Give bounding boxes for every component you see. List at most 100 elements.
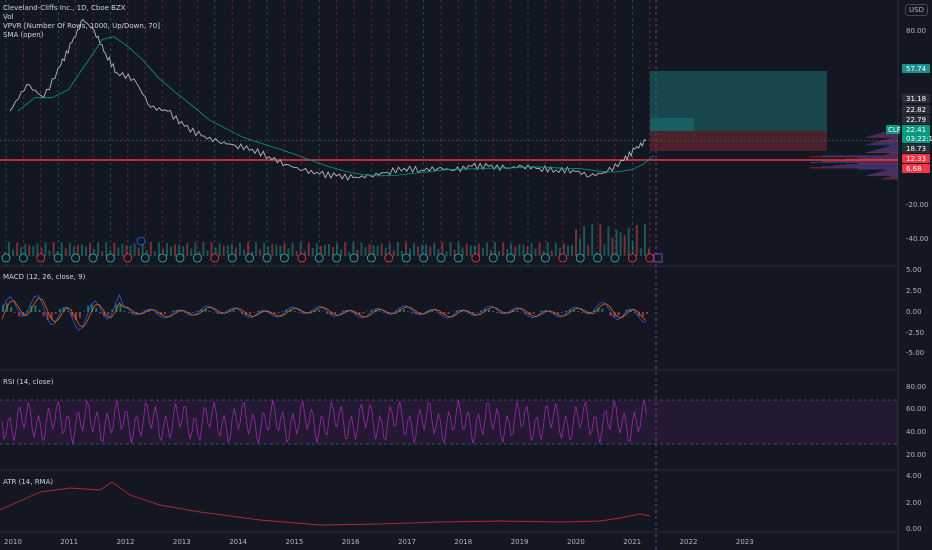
volume-bar (485, 242, 488, 256)
macd-histogram-bar (443, 312, 446, 315)
macd-histogram-bar (249, 312, 252, 315)
indicator-vol[interactable]: Vol (3, 13, 14, 21)
volume-bar (546, 242, 549, 256)
vpvr-bar (822, 166, 898, 168)
macd-histogram-bar (123, 310, 126, 312)
macd-axis-label: 0.00 (906, 308, 922, 316)
vpvr-bar (886, 138, 898, 140)
macd-histogram-bar (103, 312, 106, 317)
macd-histogram-bar (419, 312, 422, 314)
macd-histogram-bar (488, 309, 490, 312)
atr-line (0, 481, 651, 526)
rsi-axis-label: 80.00 (906, 383, 926, 391)
earnings-marker (71, 253, 80, 263)
macd-histogram-bar (147, 310, 150, 312)
earnings-marker (349, 253, 359, 263)
macd-histogram-bar (601, 308, 604, 312)
volume-bar (271, 244, 274, 256)
volume-bar (404, 242, 407, 256)
volume-bar (599, 224, 602, 256)
earnings-marker (140, 253, 150, 263)
vpvr-bar (882, 178, 898, 180)
earnings-marker (610, 253, 620, 263)
atr-title[interactable]: ATR (14, RMA) (3, 478, 54, 486)
macd-histogram-bar (362, 312, 365, 314)
macd-histogram-bar (459, 310, 462, 312)
price-tag-bg (902, 125, 930, 134)
macd-histogram-bar (212, 312, 215, 313)
volume-bar (36, 243, 39, 256)
volume-bar (461, 247, 464, 256)
volume-bar (129, 245, 132, 256)
x-tick-label: 2014 (229, 538, 247, 546)
macd-histogram-bar (552, 312, 555, 314)
vpvr-bar (874, 142, 898, 144)
price-tag: 22.82 (906, 106, 926, 114)
vpvr-bar (890, 176, 898, 178)
earnings-marker (506, 253, 516, 263)
macd-histogram-bar (87, 305, 90, 312)
volume-bar (510, 242, 513, 256)
vpvr-bar (822, 160, 898, 162)
volume-bar (611, 237, 614, 256)
macd-histogram-bar (119, 304, 122, 312)
vpvr-bar (874, 172, 898, 174)
vpvr-bar (882, 139, 898, 141)
price-tag-bg (902, 105, 930, 114)
volume-bar (538, 242, 541, 256)
macd-histogram-bar (637, 312, 640, 316)
macd-histogram-bar (172, 310, 175, 312)
macd-histogram-bar (492, 311, 495, 312)
volume-bar (89, 242, 92, 256)
macd-histogram-bar (196, 310, 199, 312)
volume-bar (623, 235, 626, 256)
vpvr-bar (870, 174, 898, 175)
volume-bar (376, 245, 379, 256)
macd-histogram-bar (54, 312, 57, 314)
volume-bar (93, 249, 96, 256)
volume-bar (453, 249, 456, 256)
volume-bar (607, 226, 610, 256)
macd-histogram-bar (111, 309, 114, 312)
earnings-marker (419, 253, 429, 263)
rsi-title[interactable]: RSI (14, close) (3, 378, 54, 386)
macd-histogram-bar (269, 312, 272, 314)
macd-histogram-bar (342, 310, 345, 312)
macd-histogram-bar (609, 312, 612, 316)
indicator-vpvr[interactable]: VPVR [Number Of Rows, 1000, Up/Down, 70] (3, 22, 160, 30)
volume-bar (28, 245, 31, 256)
vpvr-bar (886, 169, 898, 171)
macd-histogram-bar (330, 312, 333, 315)
earnings-marker (558, 253, 568, 263)
volume-bar (571, 245, 573, 256)
macd-title[interactable]: MACD (12, 26, close, 9) (3, 273, 86, 281)
volume-bar (639, 248, 642, 256)
volume-bar (514, 246, 517, 256)
volume-bar (518, 244, 521, 256)
macd-histogram-bar (556, 312, 559, 315)
volume-bar (60, 242, 63, 256)
volume-bar (109, 249, 112, 256)
macd-histogram-bar (18, 312, 21, 317)
volume-bar (425, 244, 428, 256)
vpvr-bar (886, 154, 898, 156)
volume-bar (591, 224, 594, 256)
volume-bar (194, 242, 197, 256)
earnings-marker (192, 253, 202, 263)
earnings-marker (262, 253, 272, 263)
macd-histogram-bar (411, 312, 414, 314)
macd-histogram-bar (645, 312, 648, 315)
indicator-sma[interactable]: SMA (open) (3, 31, 44, 39)
currency-selector[interactable]: USD (905, 4, 928, 16)
macd-histogram-bar (240, 312, 243, 314)
vpvr-bar (878, 141, 898, 142)
volume-bar (275, 244, 278, 256)
macd-histogram-bar (293, 310, 296, 312)
macd-histogram-bar (261, 310, 264, 312)
macd-histogram-bar (297, 312, 300, 313)
volume-bar (315, 243, 318, 256)
x-tick-label: 2010 (4, 538, 22, 546)
macd-histogram-bar (581, 312, 584, 313)
macd-histogram-bar (544, 310, 547, 312)
volume-bar (291, 242, 294, 256)
